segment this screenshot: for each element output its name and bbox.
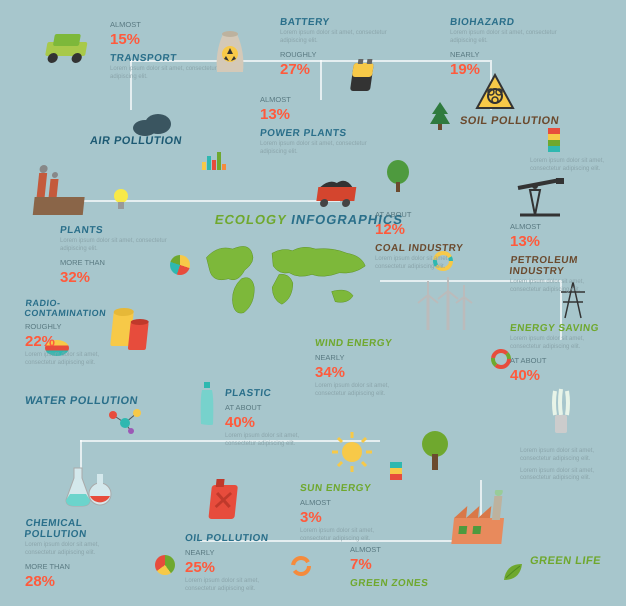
stat-wind: WIND ENERGY NEARLY 34% Lorem ipsum dolor… — [315, 335, 415, 399]
oil-pump-icon — [510, 170, 570, 220]
tree2-icon — [385, 160, 411, 194]
car-icon — [38, 28, 98, 68]
factory-icon — [30, 165, 95, 220]
world-map — [200, 232, 380, 342]
stat-biohazard: BIOHAZARD Lorem ipsum dolor sit amet, co… — [450, 14, 570, 80]
cloud-icon — [130, 110, 175, 138]
stat-coal: AT ABOUT 12% COAL INDUSTRY Lorem ipsum d… — [375, 210, 475, 272]
stat-sun: SUN ENERGY ALMOST 3% Lorem ipsum dolor s… — [300, 480, 390, 544]
title-eco: ECOLOGY — [214, 212, 288, 227]
green-factory-icon — [445, 490, 515, 550]
stat-chemical: CHEMICAL POLLUTION Lorem ipsum dolor sit… — [25, 515, 125, 592]
stat-plants: PLANTS Lorem ipsum dolor sit amet, conse… — [60, 222, 180, 288]
green-life-desc: Lorem ipsum dolor sit amet, consectetur … — [520, 448, 610, 483]
bottle-icon — [195, 380, 219, 428]
soil-desc: Lorem ipsum dolor sit amet, consectetur … — [530, 158, 610, 174]
stat-powerplants: ALMOST 13% POWER PLANTS Lorem ipsum dolo… — [260, 95, 380, 157]
stat-oil: OIL POLLUTION NEARLY 25% Lorem ipsum dol… — [185, 530, 285, 594]
wind-turbine-icon — [410, 275, 475, 335]
stacked-chart-2 — [390, 462, 402, 480]
stat-radio: RADIO- CONTAMINATION ROUGHLY 22% Lorem i… — [25, 295, 115, 368]
molecule-icon — [105, 405, 145, 435]
ring-icon-2 — [490, 348, 512, 370]
section-soil: SOIL POLLUTION — [459, 115, 560, 127]
coal-wagon-icon — [310, 175, 365, 210]
stat-plastic: PLASTIC AT ABOUT 40% Lorem ipsum dolor s… — [225, 385, 315, 449]
pie-chart-2 — [155, 555, 175, 575]
stat-transport: ALMOST 15% TRANSPORT Lorem ipsum dolor s… — [110, 20, 230, 82]
stacked-chart — [548, 128, 560, 152]
leaf-icon — [500, 560, 526, 584]
mini-bar-chart — [202, 152, 226, 170]
stat-greenzones: ALMOST 7% GREEN ZONES — [350, 545, 450, 591]
sun-icon — [330, 430, 374, 474]
stat-energysave: ENERGY SAVING Lorem ipsum dolor sit amet… — [510, 320, 610, 386]
bulb-icon — [545, 385, 577, 440]
lightbulb-icon — [112, 188, 130, 212]
connector — [60, 200, 340, 202]
stat-petroleum: ALMOST 13% PETROLEUM INDUSTRY Lorem ipsu… — [510, 222, 610, 295]
stat-battery: BATTERY Lorem ipsum dolor sit amet, cons… — [280, 14, 400, 80]
tree-icon — [428, 100, 452, 130]
tree3-icon — [420, 430, 450, 472]
flask-icon — [60, 460, 115, 510]
section-green: GREEN LIFE — [529, 555, 602, 567]
ring-icon-3 — [290, 555, 312, 577]
jerrycan-icon — [205, 475, 243, 523]
